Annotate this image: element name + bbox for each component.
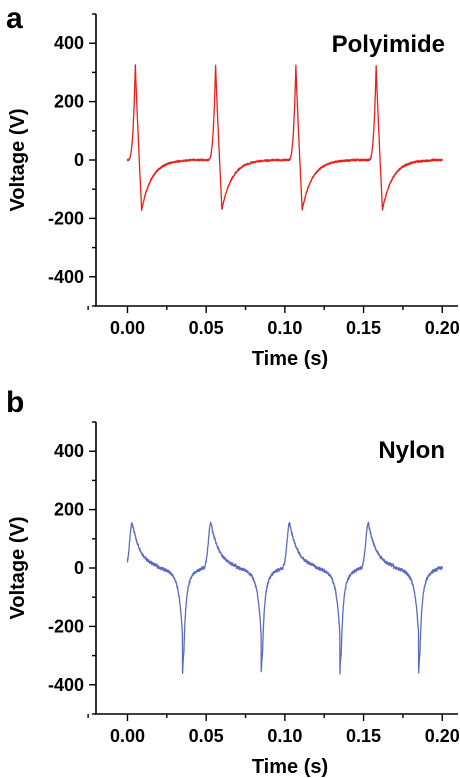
panel-letter-b: b bbox=[6, 386, 24, 419]
x-tick-label: 0.05 bbox=[189, 318, 224, 338]
x-tick-label: 0.05 bbox=[189, 726, 224, 746]
x-tick-label: 0.20 bbox=[425, 726, 460, 746]
y-tick-label: 200 bbox=[54, 92, 84, 112]
annotation-polyimide: Polyimide bbox=[332, 31, 445, 58]
y-tick-label: -400 bbox=[48, 267, 84, 287]
x-tick-label: 0.15 bbox=[346, 726, 381, 746]
y-axis-title-b: Voltage (V) bbox=[7, 517, 29, 620]
panel-letter-a: a bbox=[6, 2, 23, 35]
panel-a: a Polyimide Time (s) Voltage (V) 400 200 0… bbox=[6, 2, 460, 370]
series-line-nylon bbox=[126, 521, 443, 675]
y-tick-label: -200 bbox=[48, 208, 84, 228]
x-tick-label: 0.10 bbox=[267, 726, 302, 746]
y-tick-label: 0 bbox=[74, 150, 84, 170]
x-tick-label: 0.10 bbox=[267, 318, 302, 338]
x-axis-title-b: Time (s) bbox=[252, 756, 328, 778]
y-tick-label: 200 bbox=[54, 500, 84, 520]
y-tick-label: 0 bbox=[74, 558, 84, 578]
annotation-nylon: Nylon bbox=[378, 437, 445, 464]
y-axis-title-a: Voltage (V) bbox=[7, 109, 29, 212]
x-tick-label: 0.15 bbox=[346, 318, 381, 338]
x-tick-label: 0.00 bbox=[110, 726, 145, 746]
x-tick-label: 0.20 bbox=[425, 318, 460, 338]
x-tick-label: 0.00 bbox=[110, 318, 145, 338]
y-tick-label: -400 bbox=[48, 675, 84, 695]
panel-b: b Nylon Time (s) Voltage (V) 400 200 0 -200… bbox=[6, 386, 460, 778]
y-tick-label: 400 bbox=[54, 33, 84, 53]
y-tick-label: 400 bbox=[54, 441, 84, 461]
series-line-polyimide bbox=[126, 64, 443, 211]
axes-frame bbox=[95, 422, 458, 715]
y-tick-label: -200 bbox=[48, 616, 84, 636]
x-axis-title-a: Time (s) bbox=[252, 348, 328, 370]
